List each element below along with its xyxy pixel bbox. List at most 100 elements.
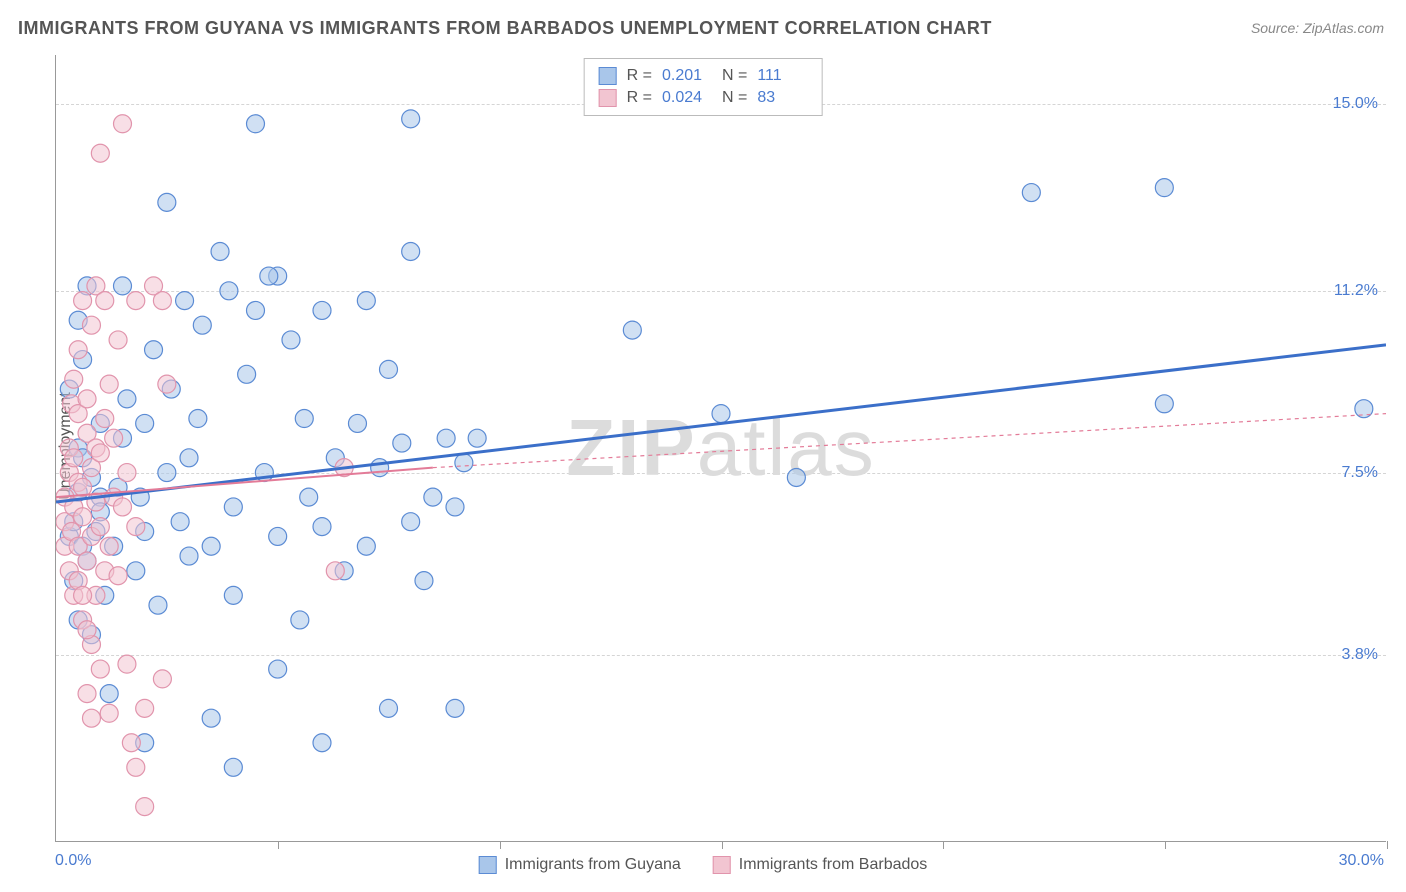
- x-tick: [500, 841, 501, 849]
- scatter-point: [202, 537, 220, 555]
- scatter-point: [96, 292, 114, 310]
- scatter-chart: [56, 55, 1386, 841]
- scatter-point: [1155, 395, 1173, 413]
- scatter-point: [74, 586, 92, 604]
- source-attribution: Source: ZipAtlas.com: [1251, 20, 1384, 36]
- chart-title: IMMIGRANTS FROM GUYANA VS IMMIGRANTS FRO…: [18, 18, 992, 39]
- legend-label: Immigrants from Barbados: [739, 856, 928, 874]
- scatter-point: [114, 115, 132, 133]
- scatter-point: [189, 410, 207, 428]
- scatter-point: [114, 277, 132, 295]
- scatter-point: [118, 390, 136, 408]
- scatter-point: [313, 301, 331, 319]
- scatter-point: [118, 464, 136, 482]
- scatter-point: [96, 410, 114, 428]
- scatter-point: [348, 414, 366, 432]
- x-axis-max-label: 30.0%: [1339, 852, 1384, 870]
- scatter-point: [100, 537, 118, 555]
- stats-legend: R =0.201N =111R =0.024N =83: [584, 58, 823, 116]
- scatter-point: [69, 341, 87, 359]
- r-label: R =: [627, 67, 652, 85]
- scatter-point: [224, 758, 242, 776]
- scatter-point: [122, 734, 140, 752]
- scatter-point: [446, 699, 464, 717]
- n-value: 83: [757, 89, 807, 107]
- scatter-point: [1022, 184, 1040, 202]
- scatter-point: [78, 685, 96, 703]
- scatter-point: [82, 316, 100, 334]
- scatter-point: [91, 444, 109, 462]
- scatter-point: [100, 704, 118, 722]
- scatter-point: [446, 498, 464, 516]
- legend-swatch: [599, 89, 617, 107]
- scatter-point: [282, 331, 300, 349]
- scatter-point: [91, 518, 109, 536]
- scatter-point: [136, 798, 154, 816]
- scatter-point: [380, 699, 398, 717]
- scatter-point: [158, 464, 176, 482]
- scatter-point: [78, 621, 96, 639]
- scatter-point: [220, 282, 238, 300]
- scatter-point: [202, 709, 220, 727]
- scatter-point: [787, 468, 805, 486]
- scatter-point: [300, 488, 318, 506]
- x-tick: [943, 841, 944, 849]
- stats-legend-row: R = 0.024 N = 83: [599, 87, 808, 109]
- trendline-guyana: [56, 345, 1386, 502]
- scatter-point: [211, 243, 229, 261]
- scatter-point: [238, 365, 256, 383]
- n-label: N =: [722, 67, 747, 85]
- scatter-point: [247, 115, 265, 133]
- scatter-point: [371, 459, 389, 477]
- scatter-point: [109, 567, 127, 585]
- scatter-point: [127, 562, 145, 580]
- scatter-point: [224, 586, 242, 604]
- scatter-point: [176, 292, 194, 310]
- scatter-point: [402, 243, 420, 261]
- r-label: R =: [627, 89, 652, 107]
- scatter-point: [105, 429, 123, 447]
- x-tick: [1387, 841, 1388, 849]
- r-value: 0.024: [662, 89, 712, 107]
- scatter-point: [623, 321, 641, 339]
- scatter-point: [402, 110, 420, 128]
- x-tick: [722, 841, 723, 849]
- scatter-point: [65, 449, 83, 467]
- scatter-point: [224, 498, 242, 516]
- scatter-point: [455, 454, 473, 472]
- scatter-point: [100, 685, 118, 703]
- scatter-point: [118, 655, 136, 673]
- scatter-point: [180, 449, 198, 467]
- r-value: 0.201: [662, 67, 712, 85]
- scatter-point: [136, 699, 154, 717]
- plot-area: ZIPatlas 3.8%7.5%11.2%15.0%: [55, 55, 1386, 842]
- scatter-point: [127, 292, 145, 310]
- scatter-point: [65, 370, 83, 388]
- scatter-point: [380, 360, 398, 378]
- stats-legend-row: R =0.201N =111: [599, 65, 808, 87]
- scatter-point: [158, 193, 176, 211]
- scatter-point: [127, 518, 145, 536]
- scatter-point: [424, 488, 442, 506]
- x-tick: [278, 841, 279, 849]
- scatter-point: [193, 316, 211, 334]
- scatter-point: [145, 341, 163, 359]
- scatter-point: [74, 508, 92, 526]
- legend-label: Immigrants from Guyana: [505, 856, 681, 874]
- scatter-point: [260, 267, 278, 285]
- n-label: N =: [722, 89, 747, 107]
- series-legend: Immigrants from Guyana Immigrants from Ba…: [479, 856, 928, 874]
- scatter-point: [74, 292, 92, 310]
- scatter-point: [149, 596, 167, 614]
- scatter-point: [357, 292, 375, 310]
- scatter-point: [171, 513, 189, 531]
- scatter-point: [100, 375, 118, 393]
- scatter-point: [109, 331, 127, 349]
- scatter-point: [437, 429, 455, 447]
- scatter-point: [180, 547, 198, 565]
- scatter-point: [127, 758, 145, 776]
- scatter-point: [1155, 179, 1173, 197]
- scatter-point: [313, 518, 331, 536]
- scatter-point: [415, 572, 433, 590]
- scatter-point: [712, 405, 730, 423]
